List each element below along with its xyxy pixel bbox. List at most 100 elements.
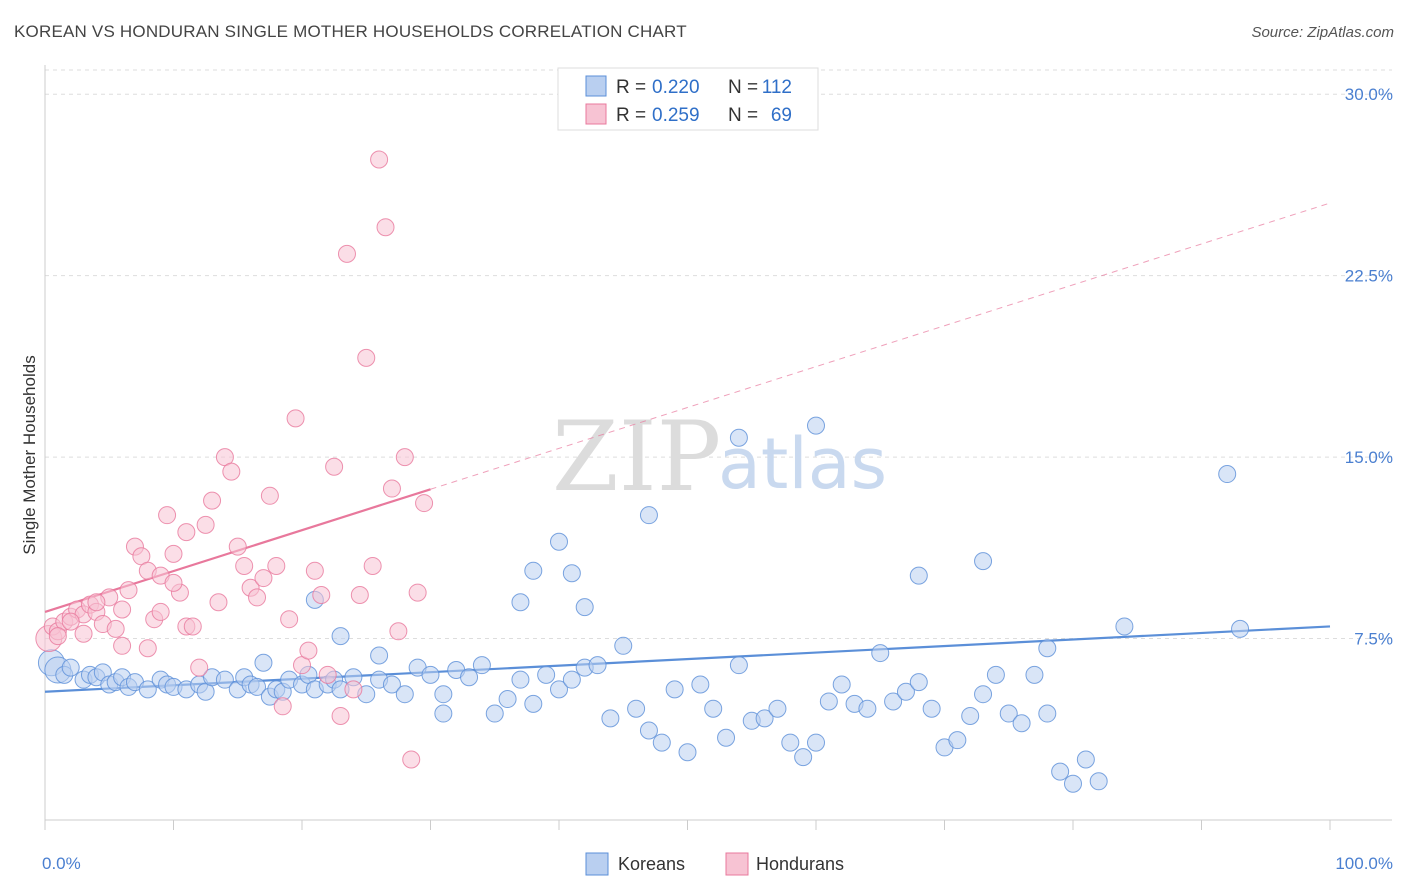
korean-point: [858, 699, 877, 718]
korean-point: [974, 552, 993, 571]
honduran-point: [273, 697, 292, 716]
y-tick-label: 15.0%: [1345, 448, 1393, 467]
y-tick-label: 7.5%: [1354, 630, 1393, 649]
korean-point: [1115, 617, 1134, 636]
series-swatch: [725, 852, 749, 876]
legend-swatch: [585, 103, 607, 125]
legend-r-label: R =: [616, 105, 646, 126]
korean-point: [562, 564, 581, 583]
honduran-point: [106, 619, 125, 638]
korean-point: [562, 670, 581, 689]
korean-point: [729, 656, 748, 675]
honduran-point: [183, 617, 202, 636]
honduran-point: [209, 593, 228, 612]
watermark-zip: ZIP: [552, 401, 721, 513]
tick-labels: 7.5% 15.0% 22.5% 30.0% 0.0% 100.0%: [42, 85, 1393, 873]
korean-point: [1089, 772, 1108, 791]
korean-point: [511, 670, 530, 689]
korean-point: [768, 699, 787, 718]
legend-r-label: R =: [616, 77, 646, 98]
legend-r-value: 0.220: [652, 77, 700, 98]
korean-point: [652, 733, 671, 752]
honduran-point: [350, 586, 369, 604]
honduran-point: [408, 583, 427, 602]
korean-point: [909, 566, 928, 585]
korean-point: [807, 733, 825, 752]
korean-point: [550, 532, 568, 551]
korean-point: [472, 656, 491, 675]
y-tick-label: 30.0%: [1345, 85, 1393, 104]
legend: R = 0.220 N = 112 R = 0.259 N = 69: [557, 67, 819, 131]
honduran-point: [325, 457, 344, 476]
korean-point: [922, 699, 941, 718]
honduran-point: [254, 569, 273, 588]
legend-swatch: [585, 75, 607, 97]
honduran-point: [299, 641, 318, 660]
korean-point: [691, 675, 710, 694]
korean-point: [215, 670, 234, 689]
x-tick-label: 0.0%: [42, 854, 81, 873]
korean-point: [871, 644, 890, 663]
honduran-point: [222, 462, 241, 481]
honduran-point: [357, 348, 376, 367]
honduran-point: [228, 537, 247, 556]
series-name: Koreans: [618, 854, 685, 874]
korean-point: [254, 653, 273, 672]
korean-point: [729, 428, 748, 447]
korean-point: [370, 646, 389, 665]
korean-point: [601, 709, 620, 728]
honduran-point: [113, 636, 132, 655]
honduran-point: [337, 244, 356, 263]
korean-point: [909, 673, 928, 692]
korean-point: [524, 561, 543, 580]
honduran-point: [203, 491, 222, 510]
honduran-point: [164, 573, 183, 592]
korean-point: [614, 636, 633, 655]
honduran-point: [370, 150, 389, 169]
honduran-point: [61, 612, 80, 631]
honduran-point: [305, 561, 324, 580]
korean-point: [434, 685, 453, 704]
honduran-point: [164, 544, 183, 563]
honduran-point: [331, 706, 350, 725]
honduran-point: [119, 581, 138, 600]
honduran-point: [402, 750, 421, 769]
honduran-point: [248, 588, 267, 607]
korean-point: [896, 682, 915, 701]
watermark: ZIP atlas: [552, 401, 887, 513]
legend-n-label: N =: [728, 105, 758, 126]
honduran-point: [389, 622, 408, 641]
korean-point: [627, 699, 646, 718]
korean-point: [832, 675, 851, 694]
korean-point: [537, 665, 556, 684]
series-swatch: [585, 852, 609, 876]
korean-point: [665, 680, 684, 699]
honduran-point: [286, 409, 305, 428]
honduran-trend-extension: [430, 202, 1331, 490]
honduran-point: [196, 515, 215, 534]
honduran-point: [48, 627, 67, 646]
data-points: [35, 150, 1250, 793]
korean-point: [395, 685, 414, 704]
korean-point: [248, 677, 267, 696]
korean-point: [974, 685, 993, 704]
korean-point: [138, 680, 157, 699]
korean-point: [986, 665, 1005, 684]
series-legend: Koreans Hondurans: [585, 852, 844, 876]
korean-point: [639, 721, 658, 740]
axes: [44, 65, 1392, 830]
x-tick-label: 100.0%: [1335, 854, 1393, 873]
korean-point: [678, 743, 697, 762]
honduran-point: [158, 506, 177, 525]
legend-n-value: 112: [762, 77, 792, 98]
korean-point: [1025, 665, 1044, 684]
grid-lines: [45, 69, 1392, 640]
korean-point: [639, 506, 658, 525]
korean-point: [807, 416, 825, 435]
korean-point: [485, 704, 504, 723]
korean-point: [460, 668, 479, 687]
korean-point: [421, 665, 440, 684]
honduran-point: [151, 602, 170, 621]
korean-point: [1218, 465, 1237, 484]
korean-point: [1038, 704, 1057, 723]
